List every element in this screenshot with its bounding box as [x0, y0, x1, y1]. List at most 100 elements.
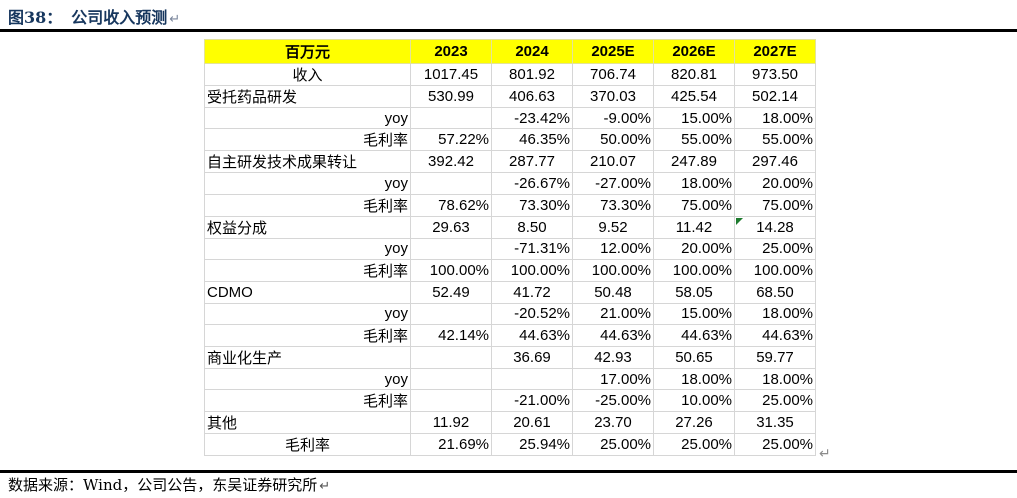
- column-header: 2027E: [734, 39, 816, 64]
- cell: 25.00%: [734, 237, 816, 261]
- cell: 59.77: [734, 345, 816, 369]
- cell: 706.74: [572, 63, 654, 86]
- header-row: 百万元 2023 2024 2025E 2026E 2027E: [204, 39, 816, 64]
- table-row: yoy -26.67% -27.00% 18.00% 20.00%: [204, 172, 816, 195]
- row-label: 自主研发技术成果转让: [204, 150, 411, 174]
- column-header: 2024: [491, 39, 573, 64]
- cell: 78.62%: [410, 193, 492, 217]
- cell: [410, 172, 492, 195]
- cell: 8.50: [491, 215, 573, 239]
- cell: 41.72: [491, 281, 573, 304]
- cell: -25.00%: [572, 389, 654, 413]
- green-flag-icon: [736, 217, 743, 225]
- cell: 25.94%: [491, 433, 573, 457]
- cell: 370.03: [572, 85, 654, 108]
- revenue-forecast-table: 百万元 2023 2024 2025E 2026E 2027E 收入 1017.45 801.…: [204, 39, 816, 457]
- cell: 287.77: [491, 150, 573, 174]
- cell: -21.00%: [491, 389, 573, 413]
- cell: 31.35: [734, 411, 816, 435]
- column-header: 2023: [410, 39, 492, 64]
- cell: 973.50: [734, 63, 816, 86]
- top-rule: [0, 29, 1017, 32]
- cell: 9.52: [572, 215, 654, 239]
- cell: 44.63%: [653, 323, 735, 347]
- cell: 11.42: [653, 215, 735, 239]
- cell: 44.63%: [572, 323, 654, 347]
- table-row: 其他 11.92 20.61 23.70 27.26 31.35: [204, 411, 816, 435]
- title-paragraph-mark-icon: ↵: [169, 12, 181, 27]
- cell: 12.00%: [572, 237, 654, 261]
- cell: 75.00%: [653, 193, 735, 217]
- cell: 73.30%: [572, 193, 654, 217]
- cell: 1017.45: [410, 63, 492, 86]
- cell: [410, 389, 492, 413]
- cell: 210.07: [572, 150, 654, 174]
- cell: -71.31%: [491, 237, 573, 261]
- table-row: 受托药品研发 530.99 406.63 370.03 425.54 502.14: [204, 85, 816, 108]
- cell: 58.05: [653, 281, 735, 304]
- table-row: yoy -20.52% 21.00% 15.00% 18.00%: [204, 302, 816, 325]
- cell: 27.26: [653, 411, 735, 435]
- table-row: 毛利率 42.14% 44.63% 44.63% 44.63% 44.63%: [204, 323, 816, 347]
- row-label: 其他: [204, 411, 411, 435]
- row-label: yoy: [204, 367, 411, 391]
- table-row: 自主研发技术成果转让 392.42 287.77 210.07 247.89 297.46: [204, 150, 816, 174]
- cell: [410, 106, 492, 130]
- table-row: CDMO 52.49 41.72 50.48 58.05 68.50: [204, 281, 816, 304]
- cell: [410, 345, 492, 369]
- cell: 42.93: [572, 345, 654, 369]
- cell: 11.92: [410, 411, 492, 435]
- cell: 25.00%: [653, 433, 735, 457]
- table-row: yoy 17.00% 18.00% 18.00%: [204, 367, 816, 391]
- cell: [410, 237, 492, 261]
- table-header: 百万元 2023 2024 2025E 2026E 2027E: [204, 39, 816, 64]
- cell: 46.35%: [491, 128, 573, 152]
- cell: 18.00%: [734, 367, 816, 391]
- cell: 52.49: [410, 281, 492, 304]
- table-row: 商业化生产 36.69 42.93 50.65 59.77: [204, 345, 816, 369]
- column-header: 2025E: [572, 39, 654, 64]
- cell: 21.00%: [572, 302, 654, 325]
- table-row: yoy -23.42% -9.00% 15.00% 18.00%: [204, 106, 816, 130]
- cell: 15.00%: [653, 302, 735, 325]
- row-label: yoy: [204, 172, 411, 195]
- column-header: 2026E: [653, 39, 735, 64]
- cell: 100.00%: [410, 259, 492, 283]
- forecast-table-wrap: 百万元 2023 2024 2025E 2026E 2027E 收入 1017.45 801.…: [204, 39, 816, 457]
- cell: 20.00%: [734, 172, 816, 195]
- row-label: 毛利率: [204, 128, 411, 152]
- table-row: 毛利率 100.00% 100.00% 100.00% 100.00% 100.00%: [204, 259, 816, 283]
- cell: 75.00%: [734, 193, 816, 217]
- cell: 100.00%: [734, 259, 816, 283]
- cell: 425.54: [653, 85, 735, 108]
- cell: 55.00%: [734, 128, 816, 152]
- column-header: 百万元: [204, 39, 411, 64]
- table-row: yoy -71.31% 12.00% 20.00% 25.00%: [204, 237, 816, 261]
- cell: [410, 367, 492, 391]
- cell: 18.00%: [734, 106, 816, 130]
- cell: 18.00%: [653, 367, 735, 391]
- cell: 50.48: [572, 281, 654, 304]
- cell: 100.00%: [491, 259, 573, 283]
- data-source-line: 数据来源：Wind，公司公告，东吴证券研究所 ↵: [8, 474, 330, 495]
- cell: 801.92: [491, 63, 573, 86]
- row-label: yoy: [204, 106, 411, 130]
- cell: 44.63%: [734, 323, 816, 347]
- figure-number-label: 图38：: [8, 8, 63, 27]
- cell: 530.99: [410, 85, 492, 108]
- cell: 25.00%: [572, 433, 654, 457]
- cell: 29.63: [410, 215, 492, 239]
- row-label: 毛利率: [204, 433, 411, 457]
- cell: 25.00%: [734, 433, 816, 457]
- row-label: 毛利率: [204, 389, 411, 413]
- cell: 100.00%: [653, 259, 735, 283]
- cell: 42.14%: [410, 323, 492, 347]
- cell: 18.00%: [653, 172, 735, 195]
- bottom-rule: [0, 470, 1017, 473]
- cell: -27.00%: [572, 172, 654, 195]
- cell: -20.52%: [491, 302, 573, 325]
- cell: 44.63%: [491, 323, 573, 347]
- row-label: yoy: [204, 302, 411, 325]
- table-end-paragraph-mark-icon: ↵: [819, 446, 831, 462]
